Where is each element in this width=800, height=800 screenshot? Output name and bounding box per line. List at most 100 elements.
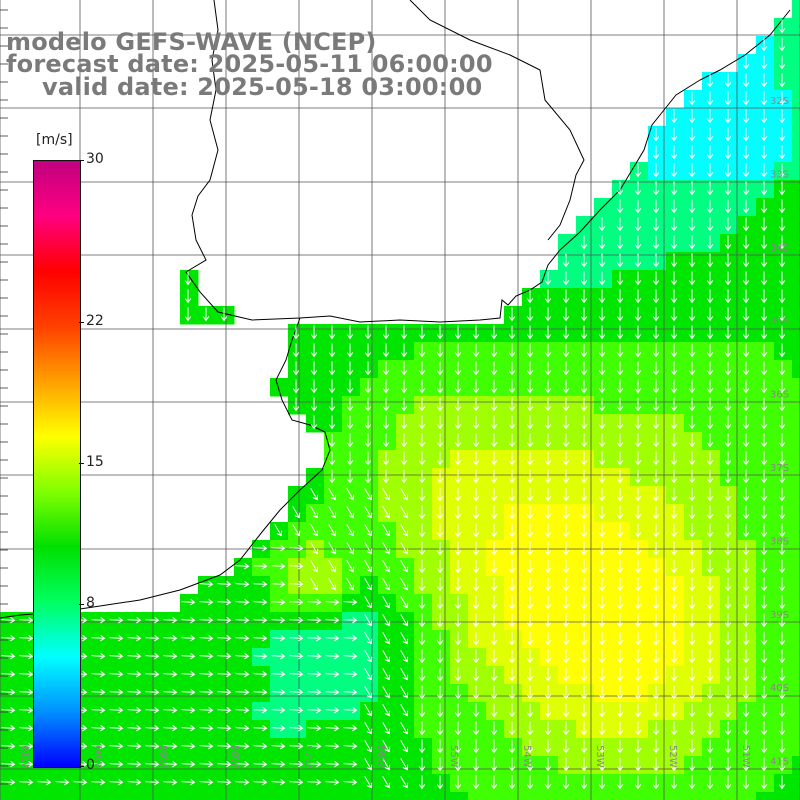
wind-arrow [652, 343, 660, 358]
wind-arrow [418, 685, 426, 700]
wind-arrow [670, 487, 678, 502]
wind-cell [540, 306, 559, 325]
wind-arrow [760, 559, 768, 574]
wind-cell [468, 414, 487, 433]
wind-arrow [706, 217, 714, 232]
wind-cell [792, 72, 800, 91]
wind-cell [792, 738, 800, 757]
wind-cell [684, 324, 703, 343]
wind-cell [792, 684, 800, 703]
wind-arrow [526, 559, 534, 574]
wind-cell [486, 342, 505, 361]
wind-arrow [253, 616, 268, 624]
wind-arrow [688, 235, 696, 250]
wind-arrow [688, 757, 696, 772]
wind-arrow [454, 703, 462, 718]
wind-arrow [652, 721, 660, 736]
latitude-label: 39S [770, 610, 789, 621]
wind-arrow [688, 469, 696, 484]
wind-cell [432, 414, 451, 433]
wind-arrow [598, 541, 606, 556]
wind-cell [756, 630, 775, 649]
wind-arrow [181, 670, 196, 678]
wind-cell [612, 522, 631, 541]
wind-cell [720, 720, 739, 739]
wind-arrow [418, 469, 426, 484]
wind-cell [630, 702, 649, 721]
wind-arrow [400, 469, 408, 484]
wind-arrow [436, 361, 444, 376]
wind-cell [738, 342, 757, 361]
wind-arrow [670, 289, 678, 304]
wind-arrow [580, 433, 588, 448]
wind-cell [702, 630, 721, 649]
wind-cell [576, 522, 595, 541]
wind-arrow [274, 524, 283, 537]
wind-cell [414, 342, 433, 361]
wind-arrow [616, 253, 624, 268]
wind-cell [648, 180, 667, 199]
wind-cell [756, 234, 775, 253]
wind-cell [504, 666, 523, 685]
wind-arrow [271, 598, 286, 606]
wind-cell [180, 684, 199, 703]
wind-cell [270, 648, 289, 667]
wind-cell [504, 684, 523, 703]
wind-cell [720, 90, 739, 109]
wind-cell [522, 306, 541, 325]
wind-arrow [778, 325, 786, 340]
wind-cell [792, 450, 800, 469]
wind-arrow [19, 778, 34, 786]
wind-cell [648, 594, 667, 613]
wind-cell [306, 630, 325, 649]
wind-arrow [289, 634, 304, 642]
wind-cell [162, 684, 181, 703]
wind-cell [324, 324, 343, 343]
wind-cell [666, 792, 685, 800]
wind-arrow [688, 721, 696, 736]
wind-cell [666, 504, 685, 523]
wind-arrow [706, 109, 714, 124]
wind-arrow [289, 742, 304, 750]
wind-arrow [325, 598, 340, 606]
wind-arrow [778, 19, 786, 34]
wind-arrow [724, 451, 732, 466]
wind-cell [630, 306, 649, 325]
wind-arrow [778, 577, 786, 592]
wind-arrow [760, 667, 768, 682]
wind-cell [648, 360, 667, 379]
wind-cell [756, 504, 775, 523]
wind-arrow [364, 469, 372, 484]
wind-cell [486, 648, 505, 667]
wind-arrow [598, 343, 606, 358]
wind-arrow [652, 631, 660, 646]
wind-cell [288, 486, 307, 505]
wind-cell [450, 486, 469, 505]
wind-arrow [307, 742, 322, 750]
wind-arrow [778, 289, 786, 304]
wind-arrow [235, 580, 250, 588]
wind-arrow [580, 235, 588, 250]
wind-arrow [454, 613, 462, 628]
wind-cell [504, 576, 523, 595]
wind-cell [792, 252, 800, 271]
wind-cell [414, 792, 433, 800]
wind-cell [468, 360, 487, 379]
wind-arrow [706, 631, 714, 646]
wind-cell [270, 558, 289, 577]
wind-cell [468, 612, 487, 631]
wind-cell [432, 792, 451, 800]
wind-cell [720, 576, 739, 595]
wind-cell [378, 414, 397, 433]
wind-cell [468, 702, 487, 721]
wind-arrow [562, 739, 570, 754]
wind-cell [594, 612, 613, 631]
wind-arrow [742, 217, 750, 232]
wind-arrow [490, 685, 498, 700]
wind-arrow [760, 73, 768, 88]
wind-arrow [382, 325, 390, 340]
wind-arrow [742, 109, 750, 124]
wind-cell [738, 756, 757, 775]
wind-arrow [400, 361, 408, 376]
wind-cell [360, 342, 379, 361]
